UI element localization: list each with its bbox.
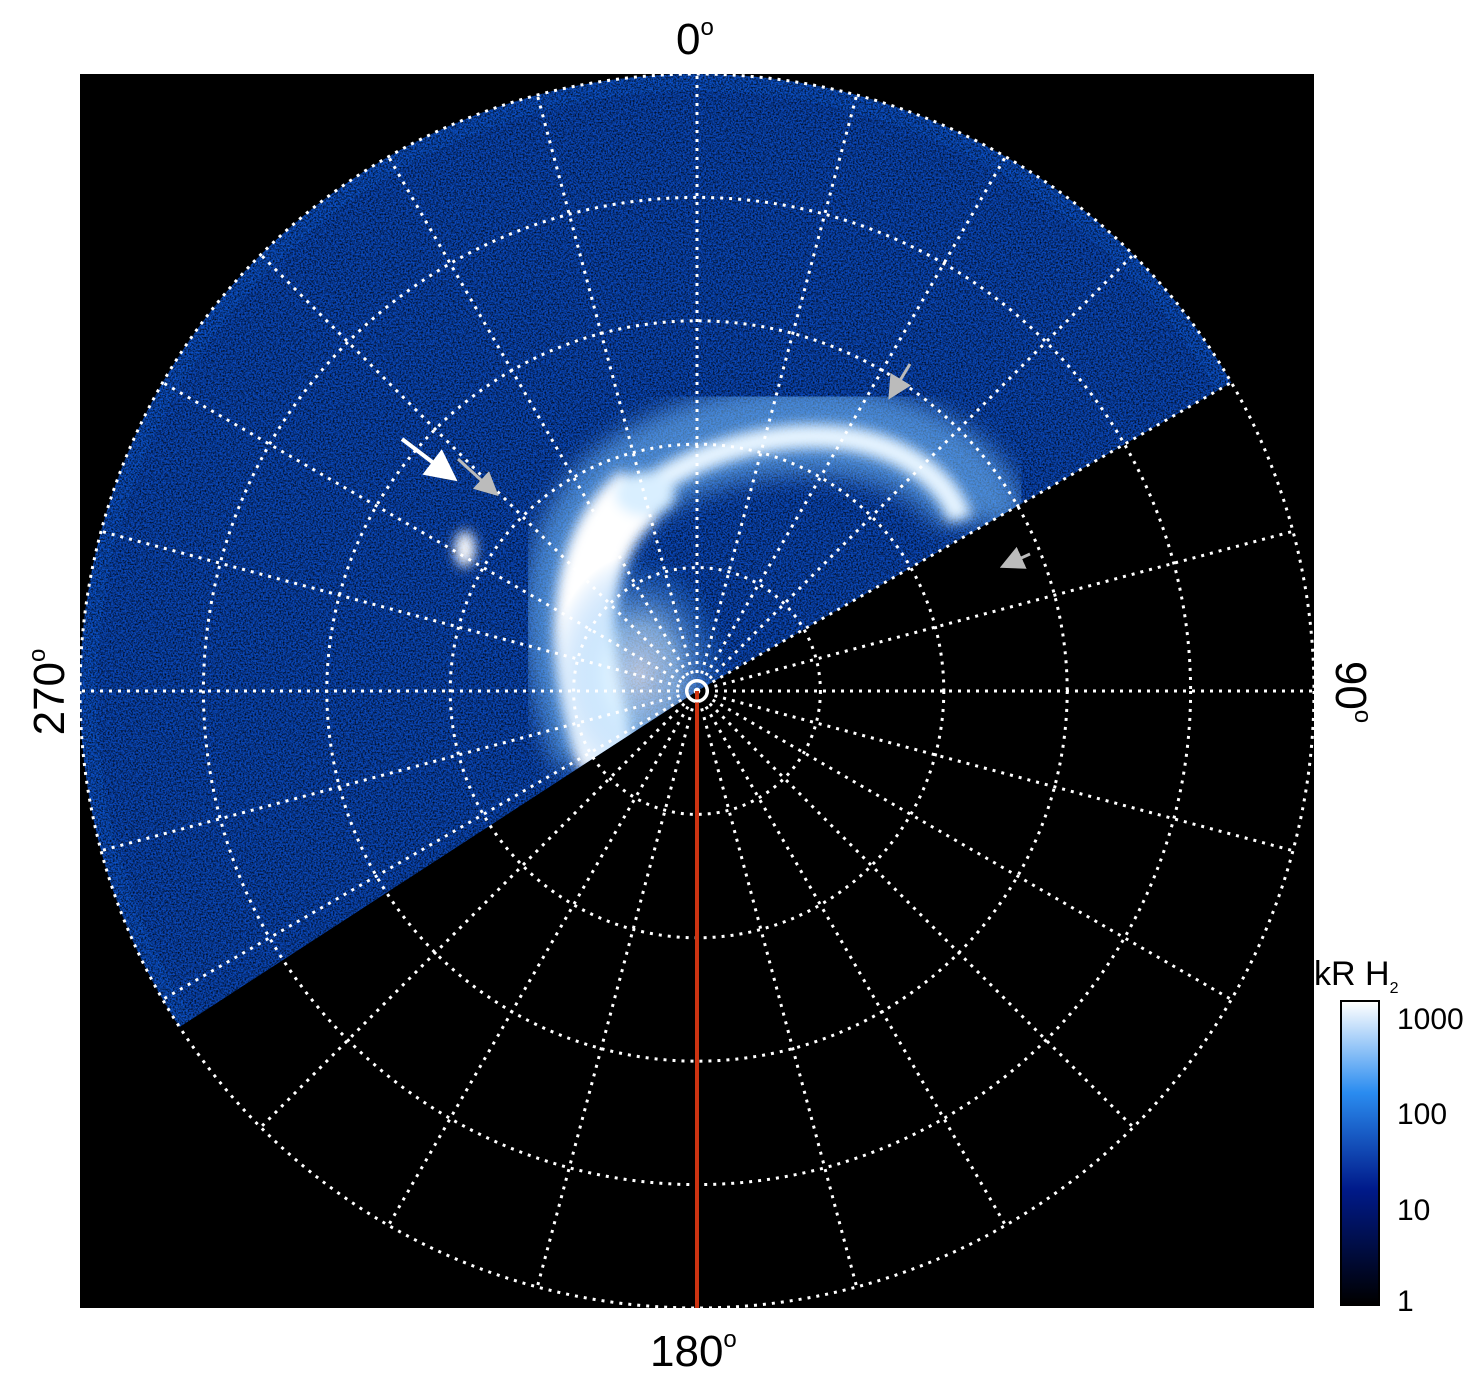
colorbar-tick-10: 10 — [1397, 1194, 1431, 1227]
arrow-gray-3 — [999, 546, 1031, 569]
colorbar-title: kR H2 — [1314, 955, 1399, 997]
grid-spoke — [387, 155, 699, 692]
label-270-deg: 270o — [24, 648, 74, 736]
grid-spoke — [695, 155, 1007, 692]
colorbar-tick-1: 1 — [1397, 1285, 1414, 1318]
label-90-deg: 90o — [1326, 660, 1376, 724]
grid-spoke — [695, 94, 859, 692]
grid-spoke — [695, 690, 859, 1288]
grid-spoke — [161, 689, 698, 1001]
label-180-deg: 180o — [650, 1326, 737, 1376]
label-0-deg: 0o — [676, 14, 714, 64]
grid-spoke — [161, 381, 698, 693]
grid-spoke — [387, 690, 699, 1227]
grid-spoke — [535, 690, 699, 1288]
grid-spoke — [696, 381, 1233, 693]
grid-spoke — [695, 690, 1007, 1227]
grid-spoke — [535, 94, 699, 692]
grid-spoke — [259, 689, 699, 1129]
grid-spoke — [696, 689, 1233, 1001]
polar-auroral-image — [80, 74, 1314, 1308]
grid-spoke — [695, 253, 1135, 693]
grid-spoke — [696, 529, 1294, 693]
arrow-gray-1 — [456, 457, 499, 497]
arrow-white — [400, 437, 458, 482]
grid-spoke — [695, 689, 1135, 1129]
grid-spoke — [100, 529, 698, 693]
colorbar-tick-1000: 1000 — [1397, 1003, 1464, 1036]
pole-marker — [685, 679, 709, 703]
colorbar-tick-100: 100 — [1397, 1098, 1448, 1131]
colorbar — [1340, 1000, 1380, 1306]
arrow-gray-2 — [888, 363, 912, 400]
grid-spoke — [100, 689, 698, 853]
grid-spoke — [696, 689, 1294, 853]
grid-ring — [572, 566, 822, 816]
